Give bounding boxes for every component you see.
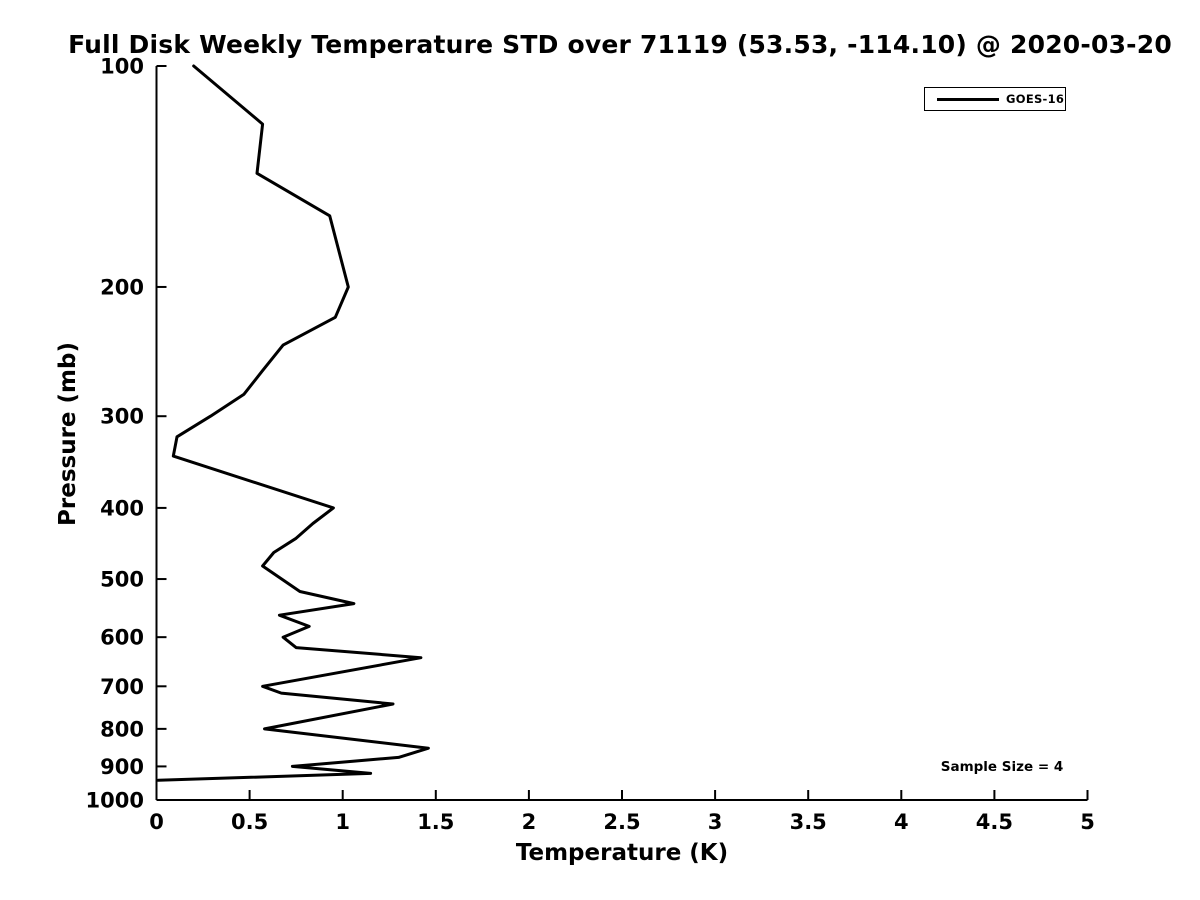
chart-title: Full Disk Weekly Temperature STD over 71… bbox=[68, 30, 1172, 59]
sample-size-annotation: Sample Size = 4 bbox=[940, 759, 1064, 775]
y-tick-label-700: 700 bbox=[100, 675, 144, 699]
y-tick-label-1000: 1000 bbox=[86, 789, 144, 813]
series-line-goes-16 bbox=[156, 64, 430, 782]
y-tick-label-400: 400 bbox=[100, 496, 144, 520]
legend: GOES-16 bbox=[924, 87, 1066, 111]
x-tick-label-4: 4 bbox=[894, 810, 909, 834]
y-tick-label-600: 600 bbox=[100, 626, 144, 650]
y-tick-label-300: 300 bbox=[100, 405, 144, 429]
x-tick-label-2: 2 bbox=[522, 810, 537, 834]
y-axis-label: Pressure (mb) bbox=[55, 342, 81, 526]
legend-line-sample bbox=[937, 97, 999, 101]
x-tick-label-5: 5 bbox=[1080, 810, 1095, 834]
x-axis-label: Temperature (K) bbox=[515, 840, 729, 866]
x-tick-label-4.5: 4.5 bbox=[976, 810, 1013, 834]
y-tick-label-500: 500 bbox=[100, 568, 144, 592]
y-tick-label-200: 200 bbox=[100, 275, 144, 299]
y-tick-label-800: 800 bbox=[100, 717, 144, 741]
x-tick-label-1.5: 1.5 bbox=[417, 810, 454, 834]
x-tick-label-0.5: 0.5 bbox=[231, 810, 268, 834]
legend-label: GOES-16 bbox=[1006, 92, 1065, 106]
y-tick-label-100: 100 bbox=[100, 55, 144, 79]
x-tick-label-0: 0 bbox=[149, 810, 164, 834]
x-tick-label-2.5: 2.5 bbox=[603, 810, 640, 834]
x-tick-label-1: 1 bbox=[335, 810, 350, 834]
x-tick-label-3.5: 3.5 bbox=[790, 810, 827, 834]
x-tick-label-3: 3 bbox=[708, 810, 723, 834]
y-tick-label-900: 900 bbox=[100, 755, 144, 779]
